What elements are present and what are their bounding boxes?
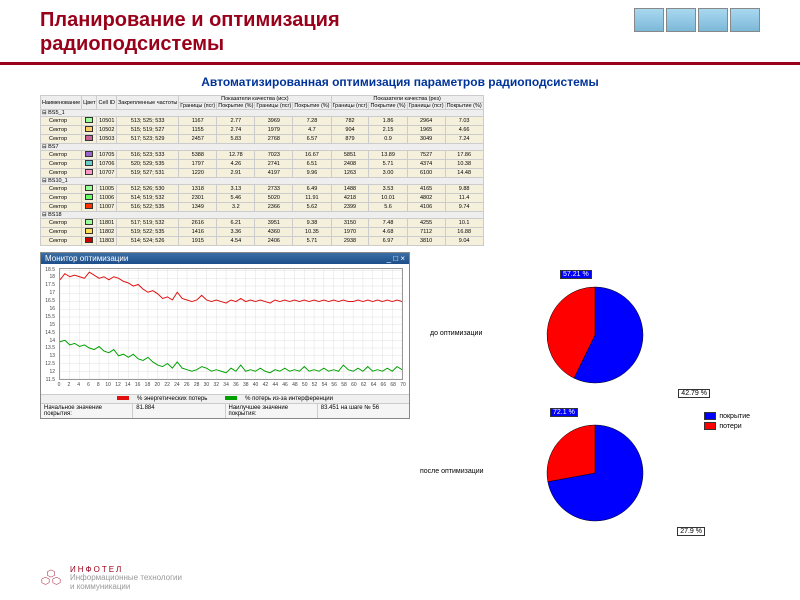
page-title: Планирование и оптимизация радиоподсисте…	[40, 8, 340, 56]
subtitle: Автоматизированная оптимизация параметро…	[0, 75, 800, 89]
title-line1: Планирование и оптимизация	[40, 8, 340, 32]
x-axis: 0246810121416182022242628303234363840424…	[59, 382, 403, 392]
plot-area	[59, 268, 403, 380]
best-cov-label: Наилучшее значение покрытия:	[229, 405, 289, 417]
after-label: после оптимизации	[420, 468, 484, 475]
pie-charts: 57.21 % до оптимизации 42.79 % покрытие …	[440, 280, 750, 538]
before-loss-badge: 42.79 %	[678, 389, 710, 398]
tagline2: и коммуникации	[70, 583, 182, 592]
footer: ИНФОТЕЛ Информационные технологии и комм…	[40, 566, 182, 592]
optimization-monitor-window: Монитор оптимизации _ □ × 11.51212.51313…	[40, 252, 410, 419]
header: Планирование и оптимизация радиоподсисте…	[0, 0, 800, 65]
quality-table: НаименованиеЦветCell IDЗакрепленные част…	[40, 95, 484, 246]
window-title: Монитор оптимизации	[45, 254, 128, 263]
chart-legend: % энергетических потерь % потерь из-за и…	[41, 394, 409, 403]
pie-before: 57.21 % до оптимизации 42.79 %	[440, 280, 750, 390]
window-controls[interactable]: _ □ ×	[387, 254, 405, 263]
start-cov-value: 81.884	[136, 405, 154, 411]
logo-icon	[40, 568, 62, 590]
window-titlebar[interactable]: Монитор оптимизации _ □ ×	[41, 253, 409, 264]
title-line2: радиоподсистемы	[40, 32, 340, 56]
after-cov-badge: 72.1 %	[550, 408, 578, 417]
after-loss-badge: 27.9 %	[677, 527, 705, 536]
pie-before-svg	[540, 280, 650, 390]
pie-after-svg	[540, 418, 650, 528]
start-cov-label: Начальное значение покрытия:	[44, 405, 102, 417]
before-cov-badge: 57.21 %	[560, 270, 592, 279]
before-label: до оптимизации	[430, 330, 482, 337]
legend-0: % энергетических потерь	[137, 396, 207, 402]
best-cov-value: 83.451 на шаге № 56	[321, 405, 379, 411]
status-row: Начальное значение покрытия: 81.884 Наил…	[41, 403, 409, 418]
pie-after: 72.1 % после оптимизации 27.9 %	[440, 418, 750, 528]
line-chart: 11.51212.51313.51414.51515.51616.51717.5…	[41, 264, 409, 394]
footer-text: ИНФОТЕЛ Информационные технологии и комм…	[70, 566, 182, 592]
header-thumbnails	[634, 8, 760, 32]
legend-1: % потерь из-за интерференции	[245, 396, 333, 402]
y-axis: 11.51212.51313.51414.51515.51616.51717.5…	[41, 268, 57, 380]
